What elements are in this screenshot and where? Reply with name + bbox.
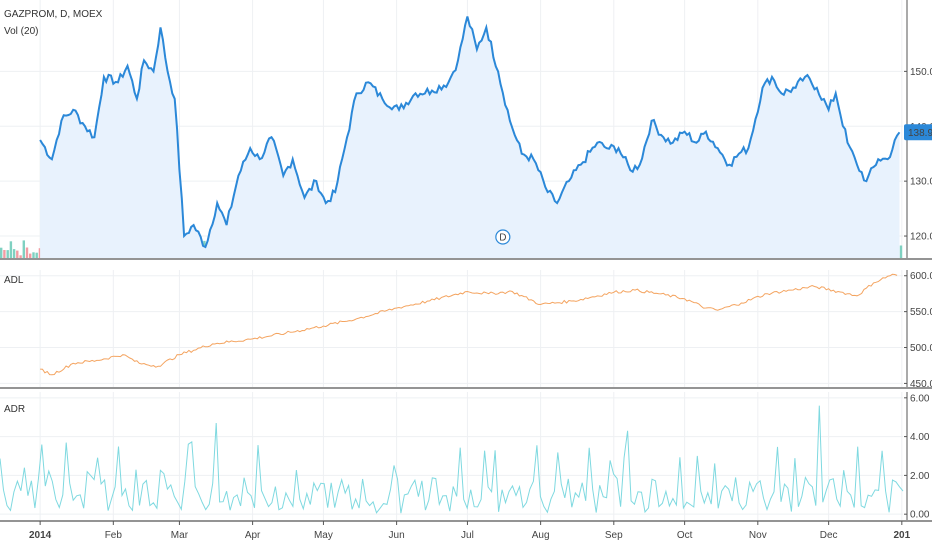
adr-pane[interactable]: ADR 0.00 2.00 4.00 6.00 xyxy=(0,392,930,521)
adr-line[interactable] xyxy=(0,405,904,514)
x-tick-label: Oct xyxy=(677,530,693,541)
price-tick-label: 150.00 xyxy=(910,67,932,78)
adl-pane[interactable]: ADL 450.00 500.00 550.00 600.00 xyxy=(4,270,932,390)
symbol-title: GAZPROM, D, MOEX xyxy=(4,9,103,20)
volume-bar xyxy=(29,253,32,258)
volume-bar xyxy=(35,252,38,258)
adl-tick-label: 500.00 xyxy=(910,343,932,354)
x-tick-label: Mar xyxy=(171,530,189,541)
last-price-badge: 138.92 xyxy=(904,124,932,141)
price-tick-label: 130.00 xyxy=(910,177,932,188)
volume-bar xyxy=(6,250,9,258)
adl-line[interactable] xyxy=(40,273,898,376)
adl-tick-label: 450.00 xyxy=(910,379,932,390)
dividend-event-marker[interactable]: D xyxy=(495,229,511,245)
volume-bar xyxy=(25,247,29,258)
adl-title: ADL xyxy=(4,275,24,286)
price-area-fill xyxy=(40,16,900,258)
x-tick-label: May xyxy=(314,530,333,541)
volume-bar xyxy=(19,255,22,258)
price-tick-label: 120.00 xyxy=(910,232,932,243)
x-tick-label: Jun xyxy=(389,530,405,541)
x-tick-label: Apr xyxy=(245,530,261,541)
volume-bar xyxy=(38,248,42,258)
price-pane[interactable]: GAZPROM, D, MOEX Vol (20) 120.00130.0014… xyxy=(0,0,932,258)
volume-bar xyxy=(899,245,903,258)
adr-tick-label: 4.00 xyxy=(910,432,930,443)
last-price-value: 138.92 xyxy=(908,128,932,139)
adr-title: ADR xyxy=(4,404,25,415)
volume-bar xyxy=(16,250,19,258)
volume-bar xyxy=(9,241,13,258)
pane-separators xyxy=(0,258,932,522)
x-tick-label: Nov xyxy=(749,530,767,541)
x-tick-label: Feb xyxy=(105,530,123,541)
x-tick-label: Aug xyxy=(532,530,550,541)
adr-y-axis[interactable]: 0.00 2.00 4.00 6.00 xyxy=(904,392,930,521)
x-tick-label: Dec xyxy=(820,530,838,541)
adl-tick-label: 550.00 xyxy=(910,307,932,318)
event-marker-label: D xyxy=(499,233,506,244)
volume-bar xyxy=(12,249,16,258)
volume-bar xyxy=(3,250,6,258)
time-axis[interactable]: 2014 Feb Mar Apr May Jun Jul Aug Sep Oct Nov Dec 201 xyxy=(29,521,911,541)
volume-bar xyxy=(22,240,25,258)
adr-tick-label: 2.00 xyxy=(910,471,930,482)
adl-tick-label: 600.00 xyxy=(910,271,932,282)
adr-tick-label: 0.00 xyxy=(910,510,930,521)
volume-bar xyxy=(0,247,3,258)
price-line[interactable] xyxy=(39,16,901,249)
x-tick-label: 201 xyxy=(893,530,910,541)
adr-tick-label: 6.00 xyxy=(910,393,930,404)
x-tick-label: 2014 xyxy=(29,530,52,541)
x-tick-label: Sep xyxy=(605,530,623,541)
volume-bar xyxy=(32,252,35,258)
volume-indicator-label: Vol (20) xyxy=(4,26,38,37)
x-tick-label: Jul xyxy=(461,530,474,541)
adl-y-axis[interactable]: 450.00 500.00 550.00 600.00 xyxy=(904,270,932,390)
